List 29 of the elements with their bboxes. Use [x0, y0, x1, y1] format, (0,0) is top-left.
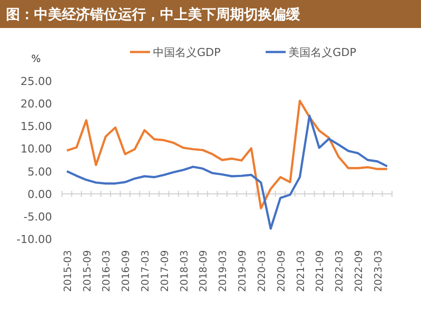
- x-tick-label: 2017-03: [140, 250, 152, 292]
- y-tick-label: 25.00: [20, 75, 52, 88]
- x-tick-label: 2022-09: [354, 250, 366, 292]
- y-tick-label: 10.00: [20, 142, 52, 156]
- x-tick-label: 2020-03: [256, 250, 268, 292]
- x-tick-label: 2019-09: [238, 250, 249, 292]
- x-tick-label: 2016-03: [102, 250, 113, 292]
- chart-title: 图：中美经济错位运行，中上美下周期切换偏缓: [6, 6, 301, 23]
- x-tick-label: 2018-03: [179, 250, 190, 292]
- x-tick-label: 2015-03: [62, 250, 74, 292]
- y-tick-label: 0.00: [28, 188, 52, 201]
- x-tick-label: 2021-03: [296, 250, 307, 292]
- x-tick-label: 2020-09: [276, 250, 288, 292]
- y-tick-label: 15.00: [20, 120, 52, 134]
- x-tick-label: 2016-09: [121, 250, 132, 292]
- legend-label: 中国名义GDP: [153, 46, 221, 59]
- x-tick-label: 2019-03: [218, 250, 230, 292]
- legend-label: 美国名义GDP: [288, 46, 357, 59]
- x-tick-label: 2018-09: [198, 250, 210, 292]
- y-tick-label: -5.00: [24, 210, 52, 224]
- y-tick-label: 20.00: [20, 98, 52, 111]
- x-tick-label: 2021-09: [315, 250, 326, 292]
- y-tick-label: -10.00: [16, 233, 52, 246]
- y-axis-title: %: [31, 54, 41, 65]
- x-tick-label: 2022-03: [334, 250, 346, 292]
- x-tick-label: 2023-03: [373, 250, 384, 292]
- x-tick-label: 2015-09: [82, 250, 94, 292]
- y-tick-label: 5.00: [28, 165, 52, 178]
- x-tick-label: 2017-09: [160, 250, 171, 292]
